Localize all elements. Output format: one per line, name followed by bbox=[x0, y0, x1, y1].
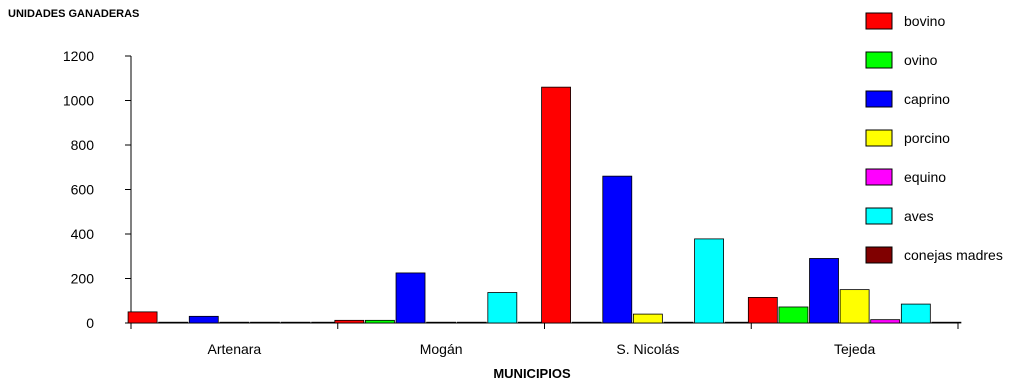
y-tick-label: 1200 bbox=[63, 48, 94, 64]
x-tick-label: S. Nicolás bbox=[616, 341, 679, 357]
legend-swatch bbox=[865, 207, 893, 225]
bar-ovino bbox=[365, 319, 395, 324]
y-axis-label: UNIDADES GANADERAS bbox=[8, 8, 139, 20]
legend-label: ovino bbox=[904, 52, 938, 68]
bar-porcino bbox=[839, 289, 870, 324]
legend-swatch bbox=[865, 51, 893, 69]
x-tick-label: Mogán bbox=[420, 341, 463, 357]
bar-porcino bbox=[219, 321, 250, 324]
bar-caprino bbox=[395, 272, 426, 324]
bar-aves bbox=[900, 303, 931, 324]
bar-ovino bbox=[778, 306, 809, 324]
plot-area: 0 200 400 600 800 1000 1200 Artenara Mogán S. Nic… bbox=[63, 48, 962, 357]
bar-bovino bbox=[334, 319, 365, 324]
legend-swatch bbox=[865, 90, 893, 108]
legend-swatch bbox=[865, 246, 893, 264]
bar-equino bbox=[250, 321, 280, 324]
bar-conejas-madres bbox=[931, 321, 962, 324]
x-tick-label: Tejeda bbox=[834, 341, 875, 357]
legend-label: bovino bbox=[904, 13, 945, 29]
bar-aves bbox=[280, 321, 311, 324]
bar-aves bbox=[487, 292, 518, 324]
bar-bovino bbox=[747, 297, 778, 324]
bar-ovino bbox=[158, 321, 189, 324]
legend-swatch bbox=[865, 129, 893, 147]
x-axis-label: MUNICIPIOS bbox=[493, 366, 571, 381]
bar-porcino bbox=[632, 313, 663, 324]
y-tick-label: 400 bbox=[71, 226, 95, 242]
legend-label: conejas madres bbox=[904, 247, 1003, 263]
legend-label: equino bbox=[904, 169, 946, 185]
bar-caprino bbox=[602, 175, 633, 324]
y-tick-label: 600 bbox=[71, 182, 95, 198]
bar-equino bbox=[870, 319, 901, 324]
bar-equino bbox=[456, 321, 487, 324]
legend-label: aves bbox=[904, 208, 934, 224]
bar-caprino bbox=[809, 258, 839, 324]
bar-bovino bbox=[127, 311, 158, 324]
bar-ovino bbox=[571, 321, 602, 324]
legend-swatch bbox=[865, 12, 893, 30]
y-tick-label: 0 bbox=[86, 315, 94, 331]
y-tick-label: 1000 bbox=[63, 93, 94, 109]
x-tick-label: Artenara bbox=[208, 341, 262, 357]
y-tick-label: 200 bbox=[71, 271, 95, 287]
bar-bovino bbox=[541, 86, 571, 324]
legend: bovino ovino caprino porcino equino aves conej… bbox=[865, 12, 1003, 264]
legend-label: caprino bbox=[904, 91, 950, 107]
bar-caprino bbox=[188, 315, 219, 324]
legend-swatch bbox=[865, 168, 893, 186]
bar-equino bbox=[663, 321, 694, 324]
y-tick-label: 800 bbox=[71, 137, 95, 153]
legend-label: porcino bbox=[904, 130, 950, 146]
bar-aves bbox=[694, 238, 724, 324]
bar-porcino bbox=[426, 321, 457, 324]
